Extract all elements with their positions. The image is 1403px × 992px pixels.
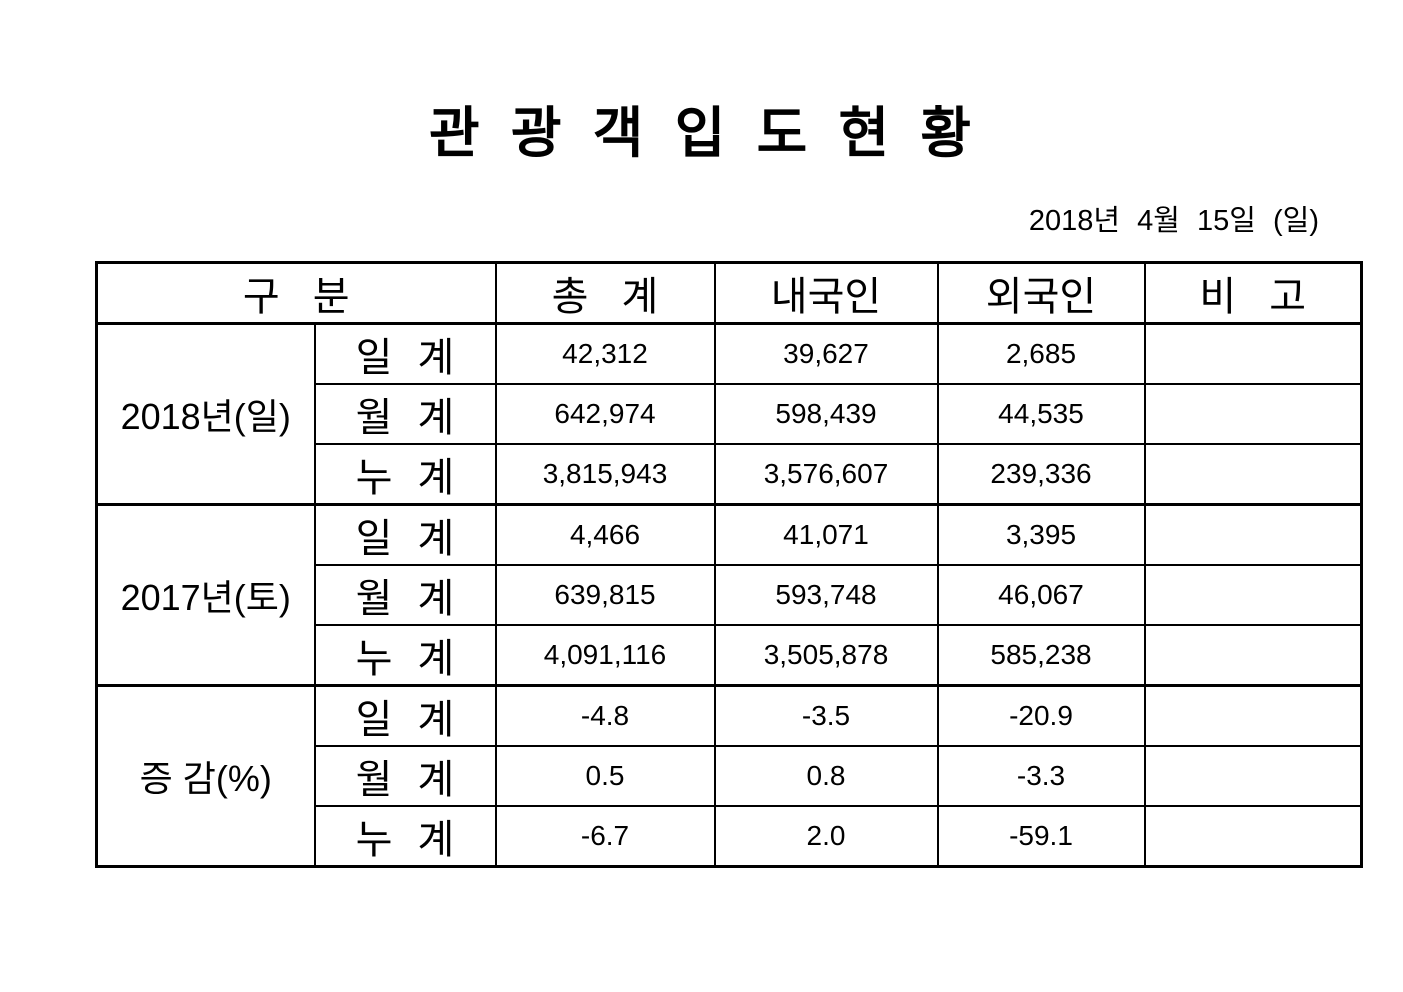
- table-row: 2018년(일) 일 계 42,312 39,627 2,685: [95, 322, 1363, 506]
- col-header-domestic: 내국인: [713, 261, 939, 325]
- value-cell-domestic: -3.5: [713, 684, 939, 748]
- row-label-daily: 일 계: [313, 503, 497, 567]
- value-cell-total: 0.5: [494, 745, 716, 808]
- value-cell-total: -6.7: [494, 805, 716, 868]
- table-row: 월 계 639,815 593,748 46,067: [97, 564, 1363, 627]
- value-cell-domestic: 593,748: [713, 564, 939, 627]
- table-row: 누 계 4,091,116 3,505,878 585,238: [97, 624, 1363, 687]
- table-row: 누 계 -6.7 2.0 -59.1: [97, 805, 1363, 868]
- row-label-daily: 일 계: [313, 684, 497, 748]
- document-title: 관 광 객 입 도 현 황: [429, 102, 974, 164]
- remarks-cell: [1143, 624, 1363, 687]
- value-cell-foreign: -3.3: [936, 745, 1146, 808]
- value-cell-domestic: 2.0: [713, 805, 939, 868]
- tourist-arrival-table: 구 분 총 계 내국인 외국인 비 고 2018년(일) 일 계 42,312 …: [95, 261, 1363, 869]
- col-header-remarks: 비 고: [1143, 261, 1363, 325]
- group-label-2018: 2018년(일): [95, 322, 316, 506]
- row-label-cumulative: 누 계: [313, 624, 497, 687]
- value-cell-foreign: 3,395: [936, 503, 1146, 567]
- row-label-cumulative: 누 계: [313, 805, 497, 868]
- remarks-cell: [1143, 383, 1363, 446]
- value-cell-domestic: 41,071: [713, 503, 939, 567]
- remarks-cell: [1143, 564, 1363, 627]
- remarks-cell: [1143, 503, 1363, 567]
- report-date: 2018년 4월 15일 (일): [1028, 204, 1319, 237]
- group-label-2017: 2017년(토): [95, 503, 316, 687]
- value-cell-total: 3,815,943: [494, 443, 716, 506]
- value-cell-total: 42,312: [494, 322, 716, 386]
- value-cell-foreign: 2,685: [936, 322, 1146, 386]
- value-cell-domestic: 39,627: [713, 322, 939, 386]
- value-cell-domestic: 598,439: [713, 383, 939, 446]
- value-cell-total: -4.8: [494, 684, 716, 748]
- value-cell-foreign: 239,336: [936, 443, 1146, 506]
- value-cell-total: 642,974: [494, 383, 716, 446]
- value-cell-domestic: 0.8: [713, 745, 939, 808]
- value-cell-domestic: 3,576,607: [713, 443, 939, 506]
- remarks-cell: [1143, 745, 1363, 808]
- col-header-category: 구 분: [95, 261, 497, 325]
- table-row: 2017년(토) 일 계 4,466 41,071 3,395: [95, 503, 1363, 687]
- table-header-row: 구 분 총 계 내국인 외국인 비 고: [95, 261, 1363, 325]
- value-cell-foreign: 585,238: [936, 624, 1146, 687]
- group-label-change-pct: 증 감(%): [95, 684, 316, 868]
- table-row: 월 계 642,974 598,439 44,535: [97, 383, 1363, 446]
- remarks-cell: [1143, 684, 1363, 748]
- remarks-cell: [1143, 443, 1363, 506]
- value-cell-total: 4,466: [494, 503, 716, 567]
- row-label-daily: 일 계: [313, 322, 497, 386]
- value-cell-foreign: 44,535: [936, 383, 1146, 446]
- value-cell-foreign: 46,067: [936, 564, 1146, 627]
- col-header-total: 총 계: [494, 261, 716, 325]
- value-cell-total: 4,091,116: [494, 624, 716, 687]
- value-cell-foreign: -59.1: [936, 805, 1146, 868]
- remarks-cell: [1143, 322, 1363, 386]
- table-row: 증 감(%) 일 계 -4.8 -3.5 -20.9: [95, 684, 1363, 868]
- value-cell-domestic: 3,505,878: [713, 624, 939, 687]
- row-label-cumulative: 누 계: [313, 443, 497, 506]
- row-label-monthly: 월 계: [313, 745, 497, 808]
- col-header-foreign: 외국인: [936, 261, 1146, 325]
- table-row: 월 계 0.5 0.8 -3.3: [97, 745, 1363, 808]
- value-cell-total: 639,815: [494, 564, 716, 627]
- table-row: 누 계 3,815,943 3,576,607 239,336: [97, 443, 1363, 506]
- row-label-monthly: 월 계: [313, 564, 497, 627]
- row-label-monthly: 월 계: [313, 383, 497, 446]
- remarks-cell: [1143, 805, 1363, 868]
- value-cell-foreign: -20.9: [936, 684, 1146, 748]
